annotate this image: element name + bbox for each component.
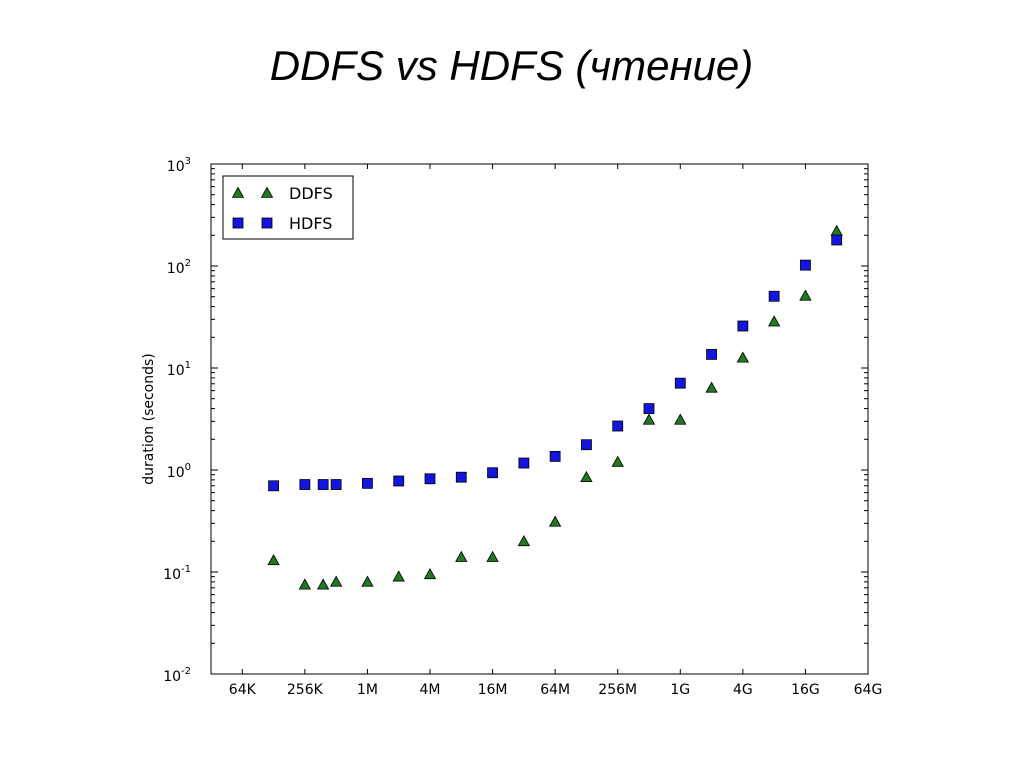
x-tick-label: 16G (791, 682, 820, 698)
hdfs-point (549, 450, 561, 462)
y-tick-exponent: 2 (185, 258, 191, 269)
hdfs-point (268, 480, 279, 492)
ddfs-point (548, 515, 562, 527)
ddfs-point (298, 578, 312, 590)
x-tick-label: 4M (420, 682, 441, 698)
slide-title: DDFS vs HDFS (чтение) (269, 42, 754, 89)
x-tick-label: 64M (540, 682, 570, 698)
hdfs-point (330, 479, 342, 490)
legend-label: HDFS (289, 214, 332, 233)
ddfs-point (580, 470, 593, 482)
data-marks (267, 224, 843, 590)
ddfs-point (674, 413, 687, 425)
x-tick-label: 1G (670, 682, 690, 698)
legend: DDFS HDFS (222, 175, 354, 240)
legend-marker (231, 186, 245, 198)
legend-entry-hdfs: HDFS (232, 214, 332, 233)
y-tick-label: 10-2 (163, 666, 191, 685)
y-tick-exponent: 0 (185, 462, 191, 473)
x-tick-label: 64K (229, 682, 257, 698)
ddfs-point (361, 575, 374, 587)
hdfs-point (487, 467, 498, 479)
x-tick-label: 16M (478, 682, 508, 698)
x-tick-label: 256K (287, 682, 324, 698)
plot-frame (210, 163, 869, 675)
y-axis-title: duration (seconds) (141, 353, 157, 485)
y-tick-base: 10 (163, 567, 181, 583)
x-axis-tick-labels: 64K 256K 1M 4M 16M 64M 256M 1G 4G 16G 64G (229, 682, 883, 698)
y-tick-exponent: -2 (181, 666, 191, 677)
x-tick-label: 4G (733, 682, 753, 698)
ddfs-point (767, 315, 781, 327)
ddfs-point (392, 570, 405, 582)
ddfs-point (517, 534, 531, 547)
hdfs-point (737, 320, 749, 332)
ddfs-point (316, 578, 330, 590)
legend-marker (232, 217, 244, 229)
y-tick-exponent: 1 (185, 360, 191, 371)
hdfs-point (674, 377, 686, 389)
y-tick-base: 10 (167, 363, 185, 379)
x-tick-label: 64G (854, 682, 883, 698)
ddfs-point (486, 550, 499, 562)
series-ddfs (267, 224, 843, 590)
axis-ticks (211, 163, 869, 675)
hdfs-point (643, 403, 655, 414)
y-tick-label: 103 (167, 156, 191, 175)
hdfs-point (317, 479, 329, 490)
ddfs-point (423, 567, 437, 580)
y-tick-exponent: -1 (181, 564, 191, 575)
y-tick-label: 100 (167, 462, 191, 481)
hdfs-point (768, 290, 780, 302)
hdfs-point (800, 259, 811, 271)
y-tick-label: 10-1 (163, 564, 191, 583)
y-tick-base: 10 (167, 159, 185, 175)
series-hdfs (268, 234, 843, 492)
hdfs-point (612, 420, 624, 432)
legend-label: DDFS (289, 184, 333, 203)
y-tick-label: 101 (167, 360, 191, 379)
hdfs-point (424, 473, 436, 485)
hdfs-point (362, 477, 373, 489)
x-tick-label: 1M (357, 682, 378, 698)
legend-entry-ddfs: DDFS (231, 184, 333, 203)
y-tick-base: 10 (167, 465, 185, 481)
legend-marker (260, 186, 274, 198)
hdfs-point (455, 471, 467, 483)
hdfs-point (518, 457, 530, 469)
y-tick-label: 102 (167, 258, 191, 277)
ddfs-point (267, 554, 280, 566)
ddfs-point (736, 351, 750, 363)
ddfs-point (455, 550, 468, 562)
ddfs-point (705, 381, 718, 393)
hdfs-point (706, 348, 717, 360)
ddfs-point (642, 413, 656, 425)
ddfs-point (799, 289, 812, 301)
ddfs-point (611, 455, 624, 467)
y-tick-base: 10 (163, 669, 181, 685)
x-tick-label: 256M (598, 682, 637, 698)
hdfs-point (299, 479, 311, 490)
y-tick-exponent: 3 (185, 156, 191, 167)
legend-marker (261, 217, 273, 229)
hdfs-point (581, 439, 592, 451)
y-tick-base: 10 (167, 261, 185, 277)
ddfs-point (329, 575, 343, 587)
legend-box (222, 175, 354, 240)
hdfs-point (393, 475, 405, 487)
hdfs-point (831, 234, 843, 246)
